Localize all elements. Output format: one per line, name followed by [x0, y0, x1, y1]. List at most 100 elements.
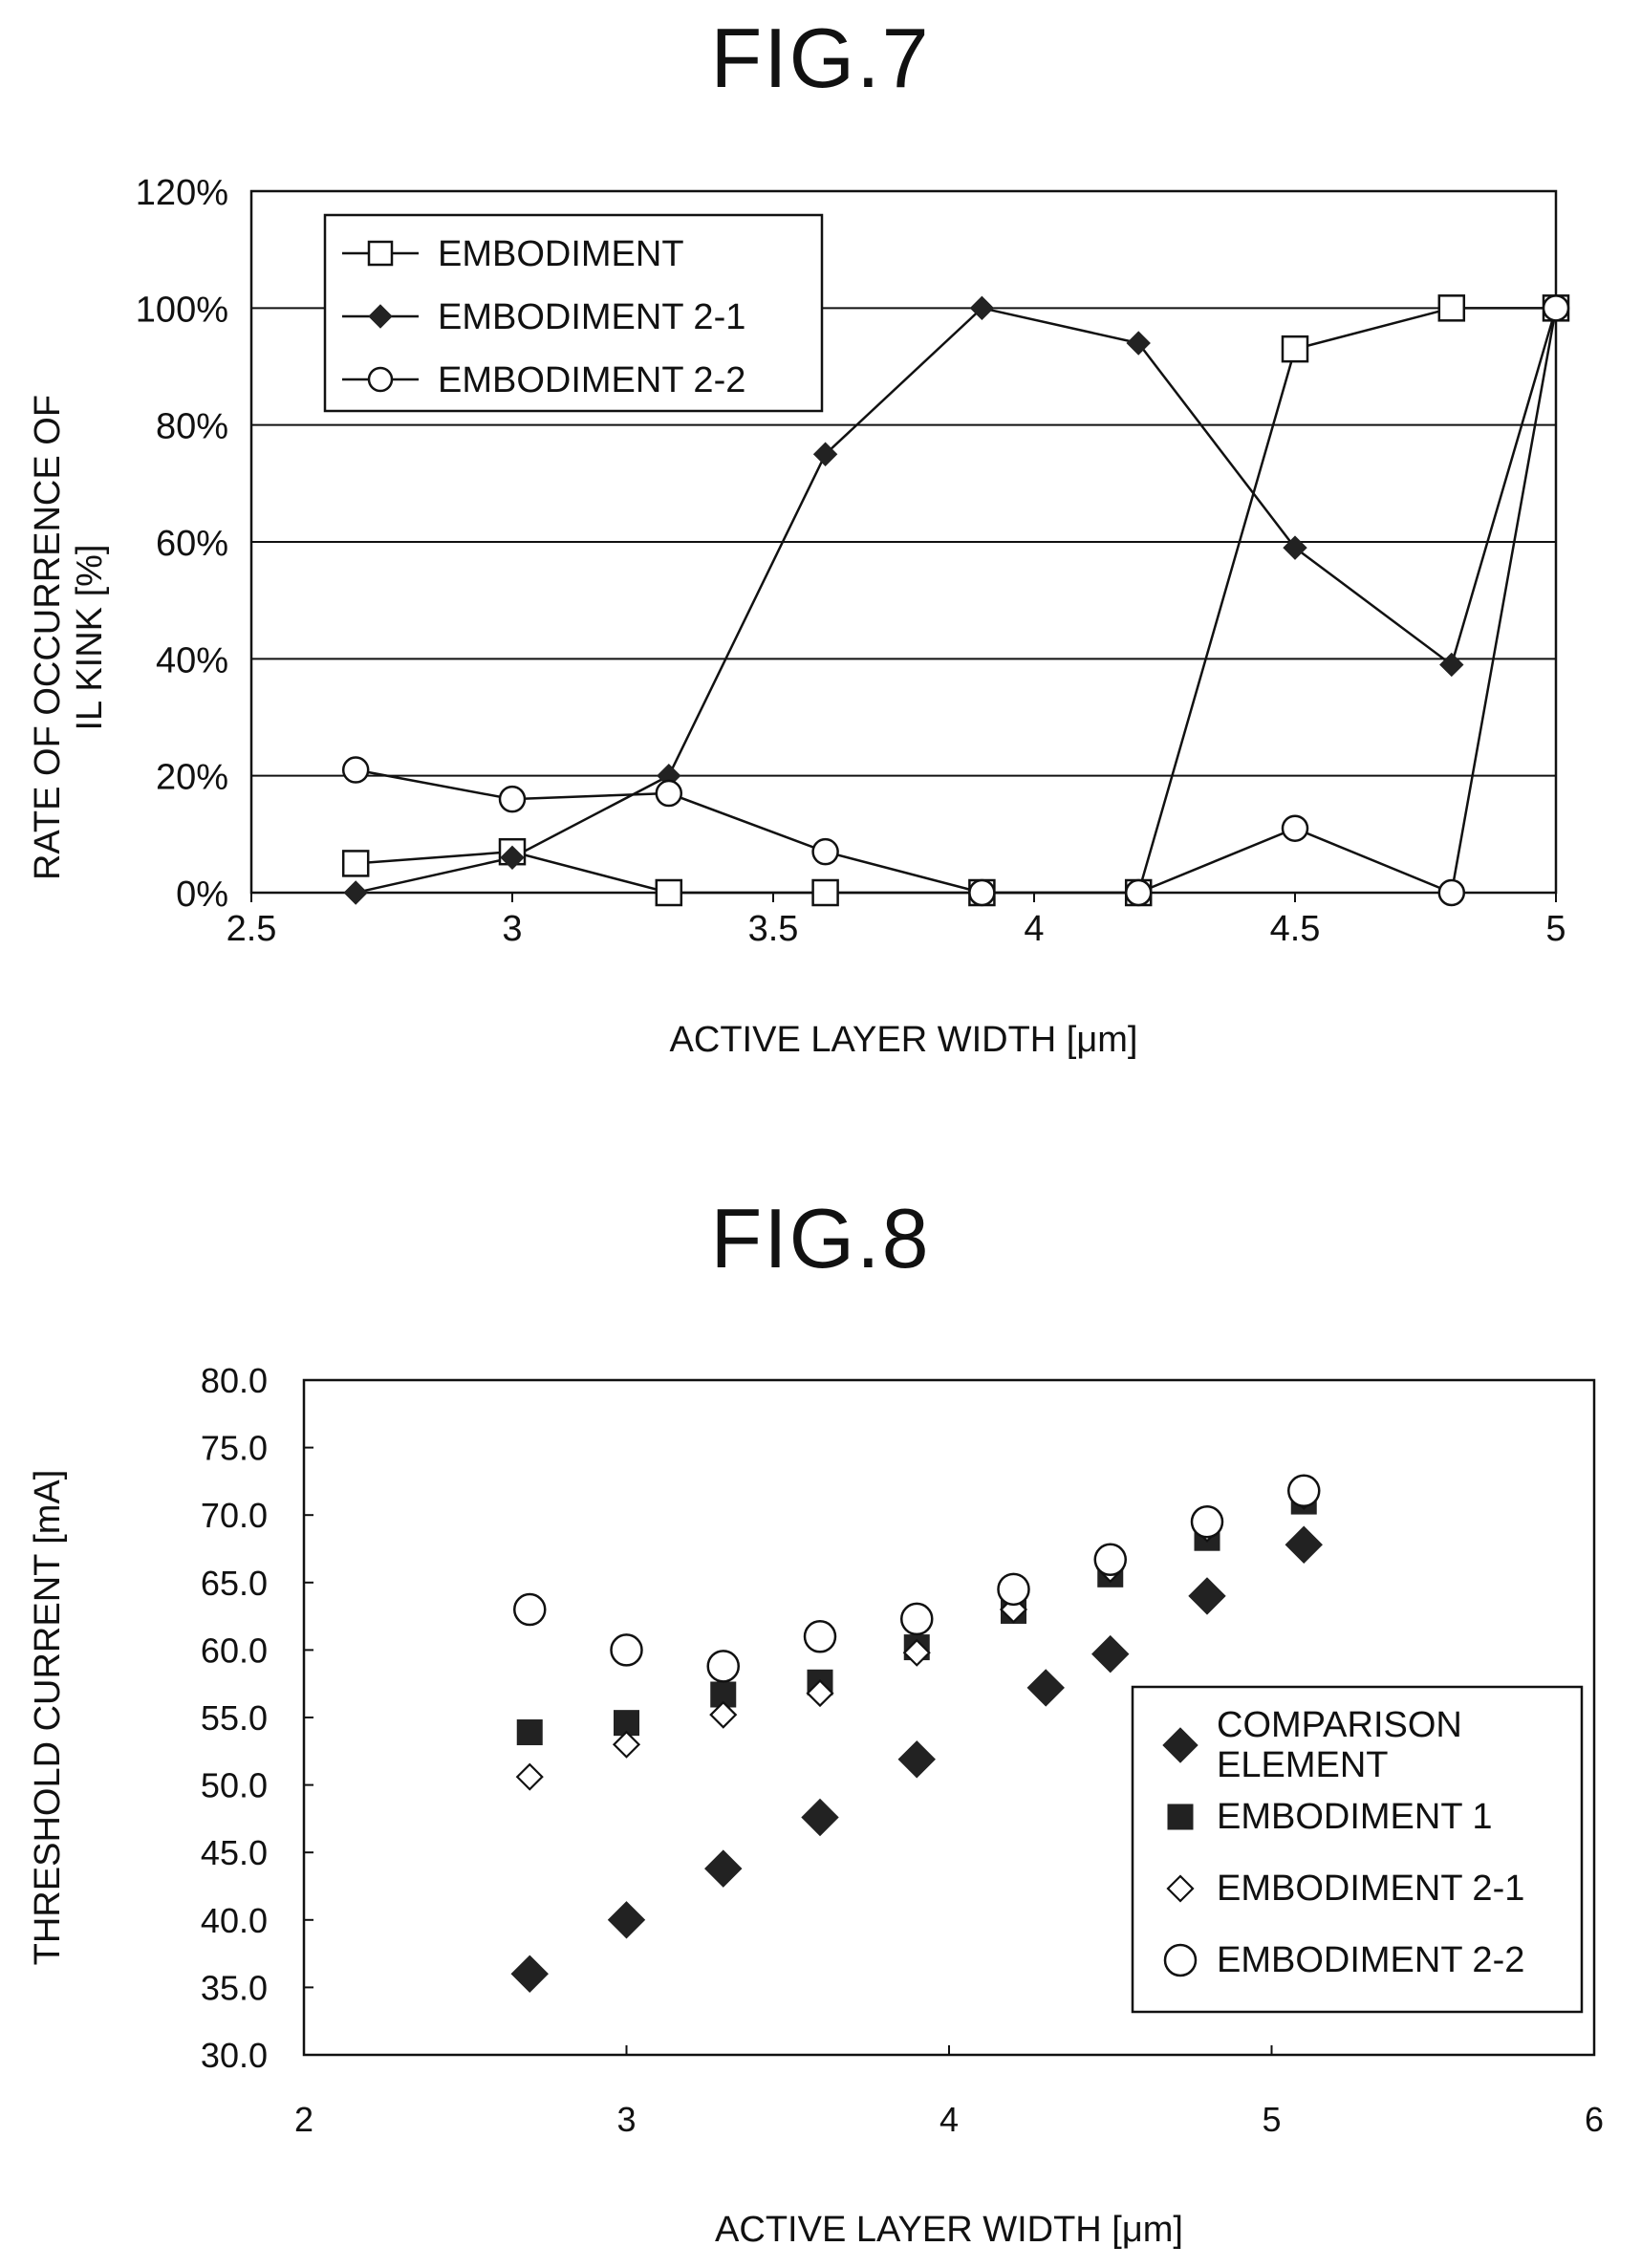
- fig8-legend-marker: [1162, 1727, 1198, 1763]
- fig7-data-point: [1281, 335, 1309, 363]
- fig7-data-point: [341, 850, 370, 877]
- fig7-data-point: [1437, 878, 1466, 907]
- fig7-y-tick-label: 0%: [176, 875, 228, 915]
- fig7-data-point: [1542, 294, 1570, 322]
- fig7-data-point: [1283, 535, 1307, 560]
- fig7-y-tick-label: 100%: [136, 290, 228, 330]
- fig8-data-point: [803, 1620, 837, 1653]
- fig8-data-point: [612, 1730, 641, 1759]
- fig7-data-point: [811, 837, 839, 866]
- fig8-x-tick-label: 2: [294, 2100, 313, 2139]
- fig8-data-point: [1188, 1577, 1226, 1615]
- fig7-data-point: [655, 779, 683, 808]
- fig7-line-chart: 0% 20% 40% 60% 80% 100% 120% 2.5 3 3.5 4 4.5 5 ACTIVE…: [28, 173, 1570, 1060]
- fig7-data-point: [968, 878, 996, 907]
- fig7-data-point: [1281, 814, 1309, 842]
- fig8-y-tick-label: 75.0: [201, 1429, 268, 1468]
- fig8-x-tick-label: 6: [1585, 2100, 1604, 2139]
- fig8-y-tick-label: 40.0: [201, 1901, 268, 1940]
- fig8-y-tick-label: 60.0: [201, 1631, 268, 1670]
- fig8-data-point: [513, 1592, 547, 1627]
- fig7-x-tick-label: 3.5: [748, 909, 799, 949]
- fig7-legend-marker: [367, 240, 394, 267]
- fig7-y-axis-label-line: IL KINK [%]: [70, 545, 110, 731]
- fig8-legend-label-line: EMBODIMENT 1: [1217, 1797, 1493, 1837]
- fig7-data-point: [812, 442, 838, 466]
- fig8-y-tick-label: 70.0: [201, 1496, 268, 1535]
- fig8-legend-label-line: COMPARISON: [1217, 1705, 1462, 1745]
- fig8-legend-box: [1131, 1685, 1584, 2014]
- fig8-data-point: [704, 1849, 743, 1888]
- fig8-data-point: [516, 1719, 543, 1746]
- fig7-data-point: [655, 878, 683, 907]
- fig7-x-tick-label: 2.5: [227, 909, 277, 949]
- fig8-data-point: [709, 1700, 738, 1729]
- fig8-y-tick-label: 30.0: [201, 2036, 268, 2075]
- fig8-data-point: [997, 1572, 1030, 1607]
- fig7-data-point: [500, 845, 525, 871]
- fig7-legend-marker: [367, 366, 394, 393]
- fig8-data-point: [1091, 1634, 1130, 1674]
- fig8-data-point: [801, 1798, 839, 1837]
- fig7-x-tick-label: 5: [1545, 909, 1565, 949]
- fig7-y-tick-label: 80%: [156, 407, 228, 447]
- fig7-x-axis-label: ACTIVE LAYER WIDTH [μm]: [670, 1020, 1138, 1060]
- fig8-y-axis-label: THRESHOLD CURRENT [mA]: [28, 1470, 68, 1966]
- fig8-data-point: [610, 1633, 643, 1667]
- fig8-data-point: [607, 1901, 646, 1939]
- fig7-y-tick-label: 20%: [156, 758, 228, 798]
- fig8-y-tick-label: 50.0: [201, 1766, 268, 1805]
- fig8-legend-label: EMBODIMENT 2-1: [1217, 1868, 1524, 1909]
- fig7-x-tick-label: 4: [1024, 909, 1044, 949]
- fig8-y-tick-label: 45.0: [201, 1833, 268, 1872]
- fig7-legend-label: EMBODIMENT 2-1: [438, 297, 745, 337]
- fig7-data-point: [1437, 294, 1466, 322]
- fig8-legend-label-line: EMBODIMENT 2-2: [1217, 1940, 1524, 1980]
- fig8-legend-label: EMBODIMENT 1: [1217, 1797, 1493, 1837]
- fig8-data-point: [1285, 1525, 1323, 1564]
- fig8-data-point: [806, 1679, 834, 1708]
- fig8-data-point: [900, 1602, 934, 1636]
- fig8-data-point: [1287, 1474, 1321, 1508]
- fig8-legend-marker: [1167, 1804, 1194, 1830]
- fig7-y-axis-label: RATE OF OCCURRENCE OFIL KINK [%]: [28, 395, 110, 880]
- fig7-x-tick-label: 4.5: [1270, 909, 1321, 949]
- fig7-data-point: [343, 880, 368, 905]
- fig8-legend-label: EMBODIMENT 2-2: [1217, 1940, 1524, 1980]
- fig8-legend-marker: [1163, 1943, 1198, 1977]
- fig8-legend-label: COMPARISON ELEMENT: [1217, 1705, 1462, 1785]
- fig7-data-point: [1124, 878, 1153, 907]
- fig8-x-tick-label: 5: [1262, 2100, 1281, 2139]
- fig7-data-point: [1439, 652, 1464, 678]
- fig8-data-point: [897, 1740, 936, 1779]
- fig8-legend-label-line: ELEMENT: [1217, 1745, 1388, 1785]
- figure-7-title: FIG.7: [710, 11, 931, 105]
- fig8-data-point: [1190, 1505, 1224, 1539]
- fig8-data-point: [1026, 1669, 1065, 1707]
- fig8-x-axis-label: ACTIVE LAYER WIDTH [μm]: [715, 2210, 1183, 2250]
- fig8-data-point: [510, 1955, 549, 1993]
- fig8-data-point: [1093, 1543, 1127, 1577]
- fig8-y-tick-label: 65.0: [201, 1564, 268, 1603]
- fig8-data-point: [515, 1762, 544, 1791]
- fig8-legend-marker: [1166, 1874, 1195, 1903]
- fig7-y-tick-label: 120%: [136, 173, 228, 213]
- fig8-y-tick-label: 55.0: [201, 1698, 268, 1738]
- fig7-legend-label: EMBODIMENT: [438, 234, 684, 274]
- fig7-data-point: [969, 295, 995, 321]
- fig7-data-point: [341, 756, 370, 784]
- fig8-y-tick-label: 35.0: [201, 1968, 268, 2007]
- fig7-x-tick-label: 3: [502, 909, 522, 949]
- fig7-y-tick-label: 60%: [156, 524, 228, 564]
- fig8-x-tick-label: 4: [939, 2100, 959, 2139]
- fig7-data-point: [498, 785, 527, 813]
- fig7-data-point: [811, 878, 839, 907]
- fig7-y-axis-label-line: RATE OF OCCURRENCE OF: [28, 395, 68, 880]
- fig7-y-tick-label: 40%: [156, 640, 228, 680]
- fig8-data-point: [902, 1638, 931, 1667]
- fig8-data-point: [706, 1650, 740, 1683]
- fig8-legend-label-line: EMBODIMENT 2-1: [1217, 1868, 1524, 1909]
- fig7-legend-marker: [368, 304, 393, 329]
- fig7-data-point: [1126, 331, 1151, 356]
